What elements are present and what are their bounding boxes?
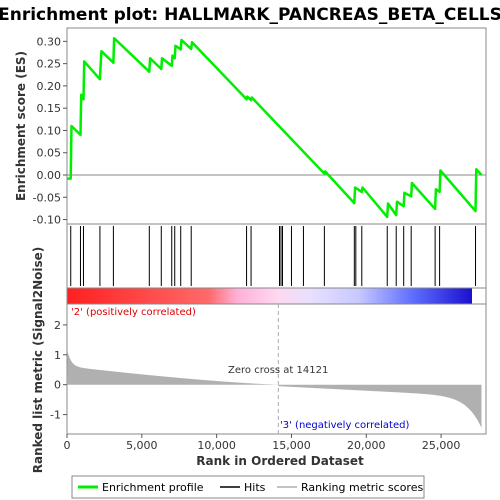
metric-tick-label: 0 <box>54 379 61 392</box>
x-axis: 0 5,000 10,000 15,000 20,000 25,000 <box>64 434 461 452</box>
es-tick-label: 0.30 <box>37 35 62 48</box>
es-tick-label: -0.05 <box>33 191 61 204</box>
x-tick-label: 20,000 <box>347 439 386 452</box>
metric-panel <box>66 303 487 435</box>
metric-group <box>67 304 482 434</box>
zero-cross-label: Zero cross at 14121 <box>228 365 328 376</box>
x-tick-label: 5,000 <box>126 439 158 452</box>
es-axis: -0.10 -0.05 0.00 0.05 0.10 0.15 0.20 0.25 0.30 <box>33 35 67 227</box>
metric-tick-label: -1 <box>50 409 61 422</box>
es-tick-label: 0.25 <box>37 58 62 71</box>
metric-axis: -1 0 1 2 <box>50 319 67 422</box>
legend-box <box>71 475 425 499</box>
hits-group <box>70 226 477 286</box>
hits-panel <box>66 223 487 289</box>
x-tick-label: 25,000 <box>422 439 461 452</box>
x-axis-title: Rank in Ordered Dataset <box>196 454 364 468</box>
legend: Enrichment profile Hits Ranking metric s… <box>71 475 425 499</box>
metric-tick-label: 1 <box>54 349 61 362</box>
es-profile-line <box>67 36 483 219</box>
x-tick-label: 0 <box>64 439 71 452</box>
metric-axis-title: Ranked list metric (Signal2Noise) <box>31 247 45 474</box>
es-tick-label: 0.00 <box>37 169 62 182</box>
es-line-group <box>67 36 483 219</box>
color-band <box>67 288 472 304</box>
legend-label-hits: Hits <box>244 481 266 494</box>
metric-area <box>67 351 482 428</box>
positive-label: '2' (positively correlated) <box>71 307 196 318</box>
es-tick-label: -0.10 <box>33 214 61 227</box>
es-tick-label: 0.05 <box>37 147 62 160</box>
x-tick-label: 10,000 <box>197 439 236 452</box>
es-tick-label: 0.10 <box>37 124 62 137</box>
es-tick-label: 0.20 <box>37 80 62 93</box>
chart-title: Enrichment plot: HALLMARK_PANCREAS_BETA_… <box>0 5 500 25</box>
legend-label-metric: Ranking metric scores <box>301 481 423 494</box>
es-tick-label: 0.15 <box>37 102 62 115</box>
negative-label: '3' (negatively correlated) <box>280 420 409 431</box>
metric-tick-label: 2 <box>54 319 61 332</box>
es-axis-title: Enrichment score (ES) <box>14 51 28 201</box>
legend-label-es: Enrichment profile <box>102 481 204 494</box>
x-tick-label: 15,000 <box>272 439 311 452</box>
